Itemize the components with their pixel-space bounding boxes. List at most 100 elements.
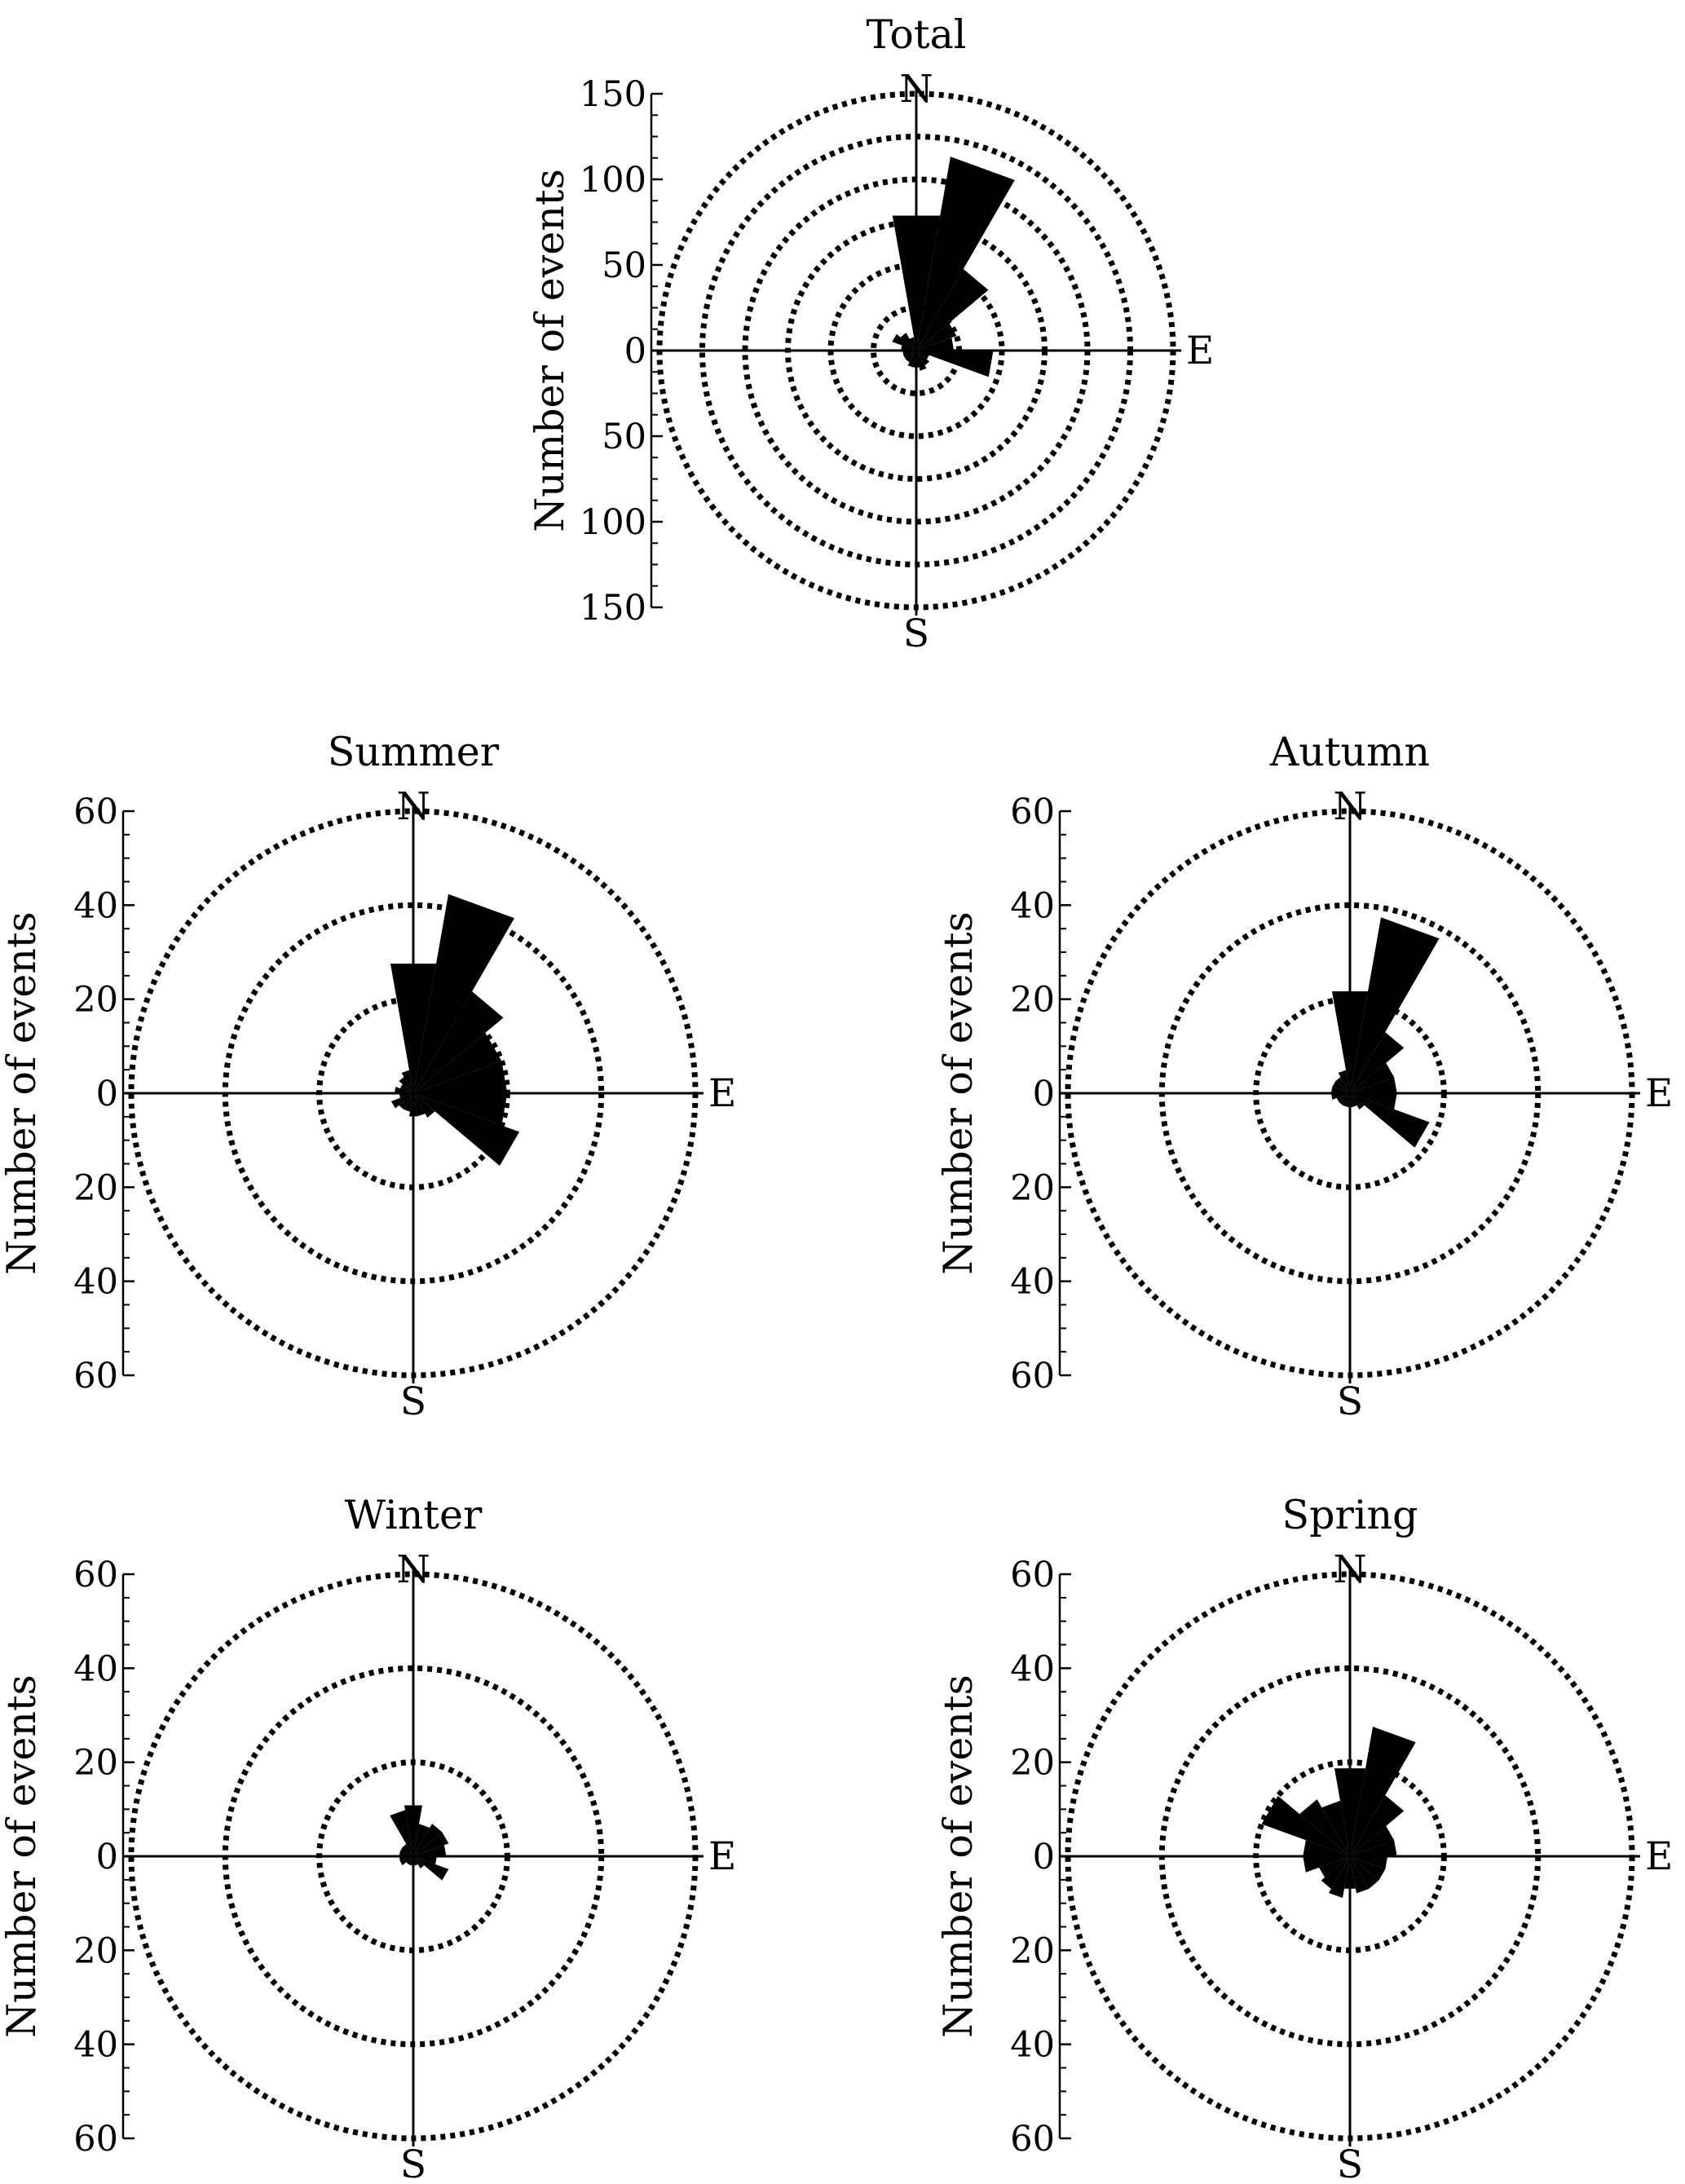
y-axis-label: Number of events	[0, 1674, 45, 2038]
cardinal-south: S	[1337, 2142, 1363, 2184]
y-tick-label: 20	[1010, 1930, 1055, 1971]
y-axis-label: Number of events	[935, 1674, 981, 2038]
sector-bar	[916, 351, 930, 366]
sector-bar	[1350, 1062, 1395, 1093]
y-tick-label: 0	[96, 1074, 118, 1114]
sector-bar	[1331, 991, 1369, 1093]
y-tick-label: 100	[580, 502, 646, 543]
y-tick-label: 40	[73, 2025, 118, 2066]
sector-bar	[1350, 1856, 1386, 1881]
y-tick-label: 0	[1033, 1837, 1055, 1877]
sector-bar	[916, 323, 957, 351]
polar-panel-autumn: Autumn 60 40 20 0 20 40 60 Number of events N E S	[935, 729, 1673, 1424]
sector-bar	[399, 1083, 413, 1093]
sector-bar	[413, 1856, 437, 1864]
sector-bar	[1338, 1070, 1350, 1093]
sector-bar	[1329, 1856, 1350, 1899]
sector-bar	[404, 1093, 413, 1112]
sector-bar	[406, 1856, 413, 1864]
sector-bar	[399, 1856, 413, 1866]
sector-bar	[916, 157, 1015, 351]
sector-bar	[413, 1093, 508, 1126]
sector-bar	[1330, 1087, 1350, 1093]
sector-bar	[401, 1070, 413, 1093]
cardinal-south: S	[903, 611, 929, 656]
y-tick-label: 150	[580, 588, 646, 629]
y-tick-label: 0	[1033, 1074, 1055, 1114]
y-tick-label: 20	[73, 980, 118, 1021]
cardinal-south: S	[400, 2142, 426, 2184]
sector-bar	[399, 1093, 413, 1110]
y-tick-label: 40	[1010, 1262, 1055, 1303]
polar-panel-spring: Spring 60 40 20 0 20 40 60 Number of events N E S	[935, 1492, 1673, 2184]
sector-bar	[408, 1093, 418, 1117]
sector-bar	[1335, 1077, 1350, 1093]
sector-bar	[901, 345, 916, 351]
y-tick-label: 40	[73, 1262, 118, 1303]
panel-title: Winter	[345, 1492, 483, 1538]
y-tick-label: 60	[73, 1356, 118, 1396]
cardinal-east: E	[1645, 1071, 1673, 1116]
panel-title: Spring	[1282, 1492, 1418, 1538]
sector-bar	[413, 1093, 426, 1117]
sector-bar	[909, 337, 916, 351]
sector-bar	[1321, 1856, 1350, 1889]
sector-bar	[903, 351, 916, 360]
y-tick-label: 20	[1010, 1743, 1055, 1784]
cardinal-north: N	[396, 1547, 430, 1592]
sector-bar	[413, 991, 504, 1093]
panel-title: Total	[867, 11, 967, 58]
y-tick-label: 40	[73, 885, 118, 926]
sector-bar	[1330, 1093, 1350, 1100]
polar-panel-summer: Summer 60 40 20 0 20 40 60 Number of events N E S	[0, 729, 736, 1424]
y-tick-label: 60	[1010, 2119, 1055, 2160]
sector-bar	[900, 333, 916, 351]
sector-bar	[399, 1851, 413, 1856]
cardinal-south: S	[1337, 1379, 1363, 1424]
y-tick-label: 60	[1010, 1356, 1055, 1396]
sector-bar	[1350, 1032, 1405, 1093]
sector-bar	[413, 1032, 502, 1093]
sector-bar	[1350, 917, 1440, 1093]
y-tick-label: 0	[624, 331, 646, 372]
y-tick-label: 40	[73, 1648, 118, 1689]
sector-bar	[413, 1061, 508, 1093]
y-tick-label: 40	[1010, 885, 1055, 926]
sector-bar	[399, 1846, 413, 1856]
sector-bar	[390, 1093, 413, 1109]
y-tick-label: 40	[1010, 2025, 1055, 2066]
sector-bar	[413, 1093, 520, 1166]
panel-title: Autumn	[1269, 729, 1430, 775]
y-tick-label: 40	[1010, 1648, 1055, 1689]
sector-bar	[1321, 1800, 1350, 1856]
sector-bar	[1350, 1726, 1416, 1856]
sector-bar	[916, 351, 927, 371]
sector-bar	[1303, 1856, 1350, 1873]
sector-bar	[916, 351, 929, 360]
panel-title: Summer	[328, 729, 500, 775]
y-tick-label: 0	[96, 1837, 118, 1877]
sector-bar	[413, 1856, 418, 1866]
cardinal-north: N	[899, 67, 933, 112]
sector-bar	[1319, 1856, 1350, 1877]
sector-bar	[906, 351, 916, 363]
sector-bar	[390, 1810, 413, 1856]
y-axis-label: Number of events	[527, 169, 573, 532]
sector-bar	[1261, 1795, 1350, 1856]
cardinal-east: E	[1186, 329, 1214, 373]
y-tick-label: 50	[602, 417, 646, 457]
sector-bar	[413, 1856, 425, 1869]
sector-bar	[1334, 1768, 1366, 1856]
polar-panel-winter: Winter 60 40 20 0 20 40 60 Number of events N E S	[0, 1492, 736, 2184]
cardinal-east: E	[708, 1071, 736, 1116]
y-axis-label: Number of events	[935, 911, 981, 1275]
y-tick-label: 60	[73, 2119, 118, 2160]
y-tick-label: 60	[1010, 792, 1055, 832]
y-tick-label: 20	[1010, 980, 1055, 1021]
y-tick-label: 60	[1010, 1555, 1055, 1595]
sector-bar	[412, 1856, 415, 1866]
sector-bar	[1299, 1799, 1350, 1856]
sector-bar	[1350, 1856, 1388, 1869]
sector-bar	[1343, 1093, 1350, 1108]
